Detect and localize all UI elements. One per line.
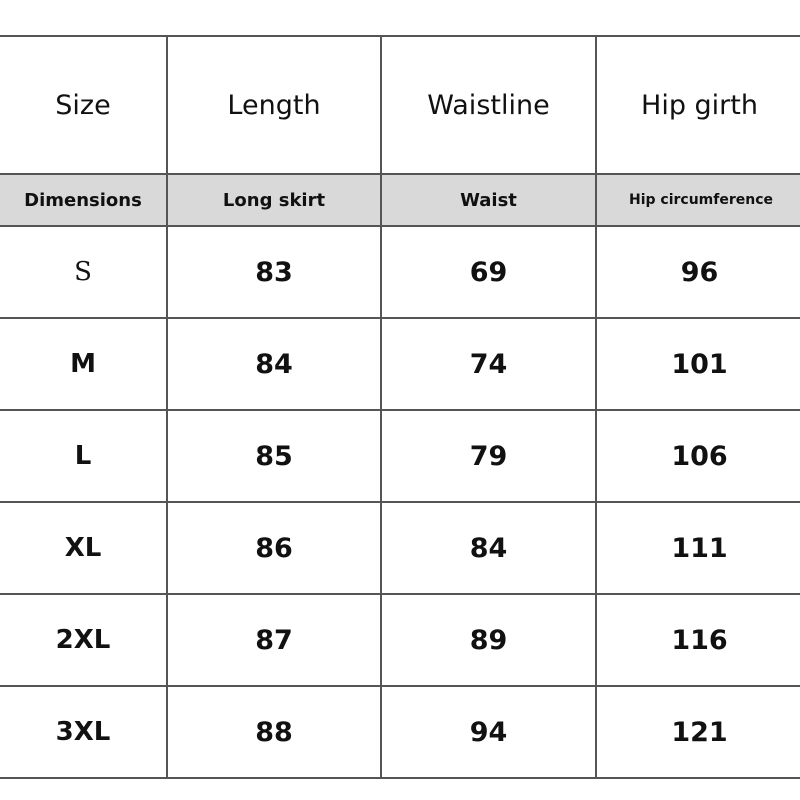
- hip-cell: 106: [595, 409, 800, 503]
- header-row: Size Length Waistline Hip girth: [0, 35, 800, 175]
- hip-cell: 116: [595, 593, 800, 687]
- size-cell: L: [0, 409, 168, 503]
- size-cell: 2XL: [0, 593, 168, 687]
- length-cell: 86: [166, 501, 382, 595]
- table-row: L 85 79 106: [0, 409, 800, 503]
- waist-cell: 89: [380, 593, 597, 687]
- waist-cell: 74: [380, 317, 597, 411]
- waist-cell: 84: [380, 501, 597, 595]
- table-row: XL 86 84 111: [0, 501, 800, 595]
- hip-cell: 96: [595, 225, 800, 319]
- subheader-row: Dimensions Long skirt Waist Hip circumfe…: [0, 173, 800, 227]
- length-cell: 83: [166, 225, 382, 319]
- table-row: 3XL 88 94 121: [0, 685, 800, 779]
- subheader-waist: Waist: [380, 173, 597, 227]
- size-cell: 3XL: [0, 685, 168, 779]
- hip-cell: 101: [595, 317, 800, 411]
- table-row: S 83 69 96: [0, 225, 800, 319]
- subheader-hip-circumference: Hip circumference: [595, 173, 800, 227]
- size-cell: S: [0, 225, 168, 319]
- header-waistline: Waistline: [380, 35, 597, 175]
- table-row: M 84 74 101: [0, 317, 800, 411]
- hip-cell: 111: [595, 501, 800, 595]
- subheader-long-skirt: Long skirt: [166, 173, 382, 227]
- length-cell: 85: [166, 409, 382, 503]
- length-cell: 88: [166, 685, 382, 779]
- waist-cell: 94: [380, 685, 597, 779]
- length-cell: 84: [166, 317, 382, 411]
- waist-cell: 79: [380, 409, 597, 503]
- size-cell: XL: [0, 501, 168, 595]
- table-row: 2XL 87 89 116: [0, 593, 800, 687]
- waist-cell: 69: [380, 225, 597, 319]
- hip-cell: 121: [595, 685, 800, 779]
- header-hip-girth: Hip girth: [595, 35, 800, 175]
- length-cell: 87: [166, 593, 382, 687]
- size-cell: M: [0, 317, 168, 411]
- subheader-dimensions: Dimensions: [0, 173, 168, 227]
- header-size: Size: [0, 35, 168, 175]
- size-chart-table: Size Length Waistline Hip girth Dimensio…: [0, 35, 800, 779]
- header-length: Length: [166, 35, 382, 175]
